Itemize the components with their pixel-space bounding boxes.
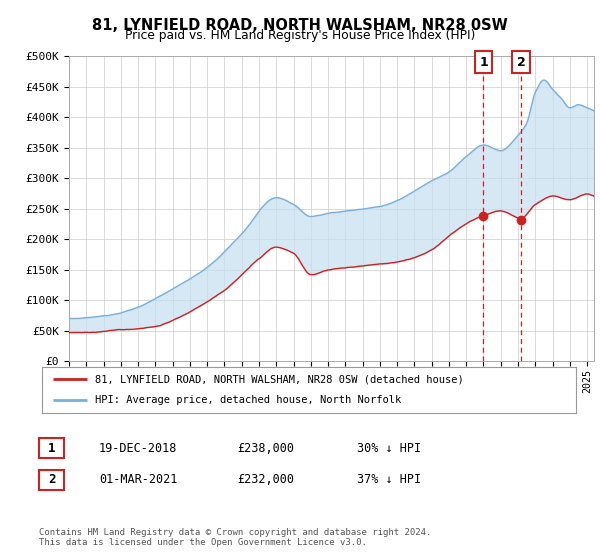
Text: Contains HM Land Registry data © Crown copyright and database right 2024.
This d: Contains HM Land Registry data © Crown c… — [39, 528, 431, 547]
Text: HPI: Average price, detached house, North Norfolk: HPI: Average price, detached house, Nort… — [95, 395, 401, 405]
Text: £238,000: £238,000 — [237, 441, 294, 455]
Text: 81, LYNFIELD ROAD, NORTH WALSHAM, NR28 0SW: 81, LYNFIELD ROAD, NORTH WALSHAM, NR28 0… — [92, 18, 508, 33]
Text: 1: 1 — [479, 55, 488, 69]
Text: 81, LYNFIELD ROAD, NORTH WALSHAM, NR28 0SW (detached house): 81, LYNFIELD ROAD, NORTH WALSHAM, NR28 0… — [95, 374, 464, 384]
Text: Price paid vs. HM Land Registry's House Price Index (HPI): Price paid vs. HM Land Registry's House … — [125, 29, 475, 42]
Text: 19-DEC-2018: 19-DEC-2018 — [99, 441, 178, 455]
Text: 01-MAR-2021: 01-MAR-2021 — [99, 473, 178, 487]
Text: 37% ↓ HPI: 37% ↓ HPI — [357, 473, 421, 487]
Text: 1: 1 — [48, 441, 55, 455]
Text: £232,000: £232,000 — [237, 473, 294, 487]
Text: 2: 2 — [517, 55, 526, 69]
Text: 30% ↓ HPI: 30% ↓ HPI — [357, 441, 421, 455]
Text: 2: 2 — [48, 473, 55, 487]
